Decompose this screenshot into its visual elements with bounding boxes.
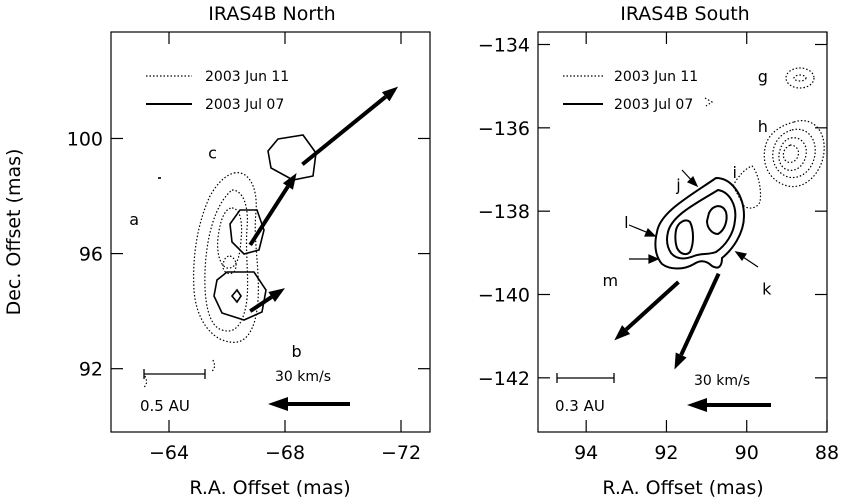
- north-contour-fragment-1: [143, 375, 148, 389]
- north-contour-b-outer: [213, 271, 267, 321]
- south-scale-bar: 0.3 AU: [555, 373, 615, 415]
- south-vector-0: [624, 280, 680, 332]
- south-velocity-vectors: [614, 272, 721, 370]
- north-solid-contours: [158, 134, 317, 321]
- south-label-m: m: [602, 271, 618, 290]
- panel-south-title: IRAS4B South: [620, 3, 749, 25]
- south-pointer-m-head: [648, 254, 660, 264]
- south-label-i: i: [732, 163, 736, 182]
- south-ytick-label-0: −134: [478, 35, 530, 57]
- north-velocity-key-head: [268, 397, 288, 411]
- south-xtick-label-2: 90: [735, 442, 759, 464]
- south-contour-speck: [704, 97, 714, 107]
- south-contour-l-core: [674, 219, 694, 256]
- north-contour-a-inner: [217, 207, 243, 269]
- south-contour-middle: [666, 188, 737, 260]
- south-legend-label-1: 2003 Jun 11: [614, 69, 698, 85]
- south-pointer-k-head: [734, 251, 747, 262]
- south-feature-labels: g h i j l m k: [602, 67, 772, 299]
- south-contour-i: [732, 165, 762, 209]
- panel-south-frame: [537, 31, 828, 433]
- north-label-c: c: [208, 144, 217, 163]
- north-dotted-contours: [143, 172, 259, 389]
- north-velocity-vectors: [248, 86, 399, 313]
- south-scale-bar-label: 0.3 AU: [555, 397, 605, 415]
- south-label-l: l: [624, 213, 628, 232]
- north-contour-fragment-2: [211, 359, 216, 373]
- south-label-g: g: [758, 67, 768, 86]
- north-contour-b-core: [230, 288, 242, 304]
- south-pointer-j-head: [686, 175, 699, 188]
- south-vector-head-1: [674, 352, 687, 370]
- north-velocity-key: 30 km/s: [268, 369, 350, 411]
- south-legend-label-2: 2003 Jul 07: [614, 97, 693, 113]
- south-solid-contours: [654, 176, 746, 270]
- south-xtick-label-3: 88: [815, 442, 839, 464]
- south-legend: 2003 Jun 11 2003 Jul 07: [563, 69, 698, 113]
- south-dotted-contours: [704, 67, 825, 209]
- panel-north: IRAS4B North Dec. Offset (mas) R.A. Offs…: [3, 3, 431, 499]
- panel-north-title: IRAS4B North: [208, 3, 335, 25]
- north-xtick-label-1: −68: [265, 442, 305, 464]
- south-xlabel: R.A. Offset (mas): [602, 477, 763, 499]
- south-pointer-arrows: [628, 169, 759, 268]
- south-contour-outer: [654, 176, 746, 270]
- south-ytick-label-4: −142: [478, 368, 530, 390]
- north-legend-label-1: 2003 Jun 11: [205, 69, 289, 85]
- south-contour-g-outer: [785, 67, 815, 89]
- north-scale-bar-label: 0.5 AU: [140, 397, 190, 415]
- north-ytick-label-1: 96: [79, 244, 103, 266]
- south-ytick-label-3: −140: [478, 285, 530, 307]
- north-xlabel: R.A. Offset (mas): [189, 477, 350, 499]
- north-ytick-label-0: 92: [79, 359, 103, 381]
- south-velocity-key-label: 30 km/s: [694, 373, 750, 389]
- south-ytick-label-2: −138: [478, 201, 530, 223]
- south-vector-head-0: [614, 325, 631, 341]
- north-contour-upper-blob: [267, 134, 317, 181]
- south-label-j: j: [675, 175, 680, 194]
- north-label-a: a: [129, 210, 139, 229]
- south-contour-h-3: [778, 137, 807, 171]
- south-contour-k-core: [705, 205, 728, 236]
- north-vector-head-2: [268, 288, 285, 302]
- north-vector-1: [248, 185, 290, 247]
- south-ytick-label-1: −136: [478, 118, 530, 140]
- north-vector-0: [301, 95, 387, 166]
- north-contour-a-mid: [204, 189, 249, 332]
- panel-north-frame: [110, 31, 431, 433]
- south-pointer-l-head: [644, 227, 657, 237]
- north-contour-a-outer: [193, 172, 259, 343]
- north-legend-label-2: 2003 Jul 07: [205, 97, 284, 113]
- north-contour-c: [229, 209, 265, 255]
- north-velocity-key-label: 30 km/s: [275, 369, 331, 385]
- south-vector-1: [679, 272, 721, 356]
- south-velocity-key: 30 km/s: [687, 373, 771, 412]
- south-xtick-label-0: 94: [574, 442, 598, 464]
- north-vector-head-0: [381, 86, 399, 102]
- north-xtick-label-2: −72: [381, 442, 421, 464]
- south-contour-h-4: [782, 144, 800, 163]
- north-ylabel: Dec. Offset (mas): [3, 149, 25, 316]
- north-ytick-label-2: 100: [67, 128, 103, 150]
- north-vector-head-1: [282, 173, 297, 190]
- north-feature-labels: a c b: [129, 144, 301, 362]
- south-contour-g-inner: [793, 74, 807, 82]
- north-scale-bar: 0.5 AU: [140, 369, 206, 415]
- south-axis-ticks: 94 92 90 88 −134 −136 −138 −140 −142: [478, 32, 839, 464]
- north-contour-a-core: [222, 255, 237, 275]
- north-xtick-label-0: −64: [149, 442, 189, 464]
- panel-south: IRAS4B South R.A. Offset (mas) 94 92 90 88 −…: [478, 3, 839, 499]
- south-label-k: k: [762, 280, 772, 299]
- north-axis-ticks: −64 −68 −72 92 96 100: [67, 32, 430, 464]
- north-vector-2: [249, 295, 273, 313]
- south-label-h: h: [758, 117, 768, 136]
- north-legend: 2003 Jun 11 2003 Jul 07: [146, 69, 289, 113]
- south-xtick-label-1: 92: [654, 442, 678, 464]
- south-velocity-key-head: [687, 398, 707, 412]
- north-label-b: b: [292, 342, 302, 361]
